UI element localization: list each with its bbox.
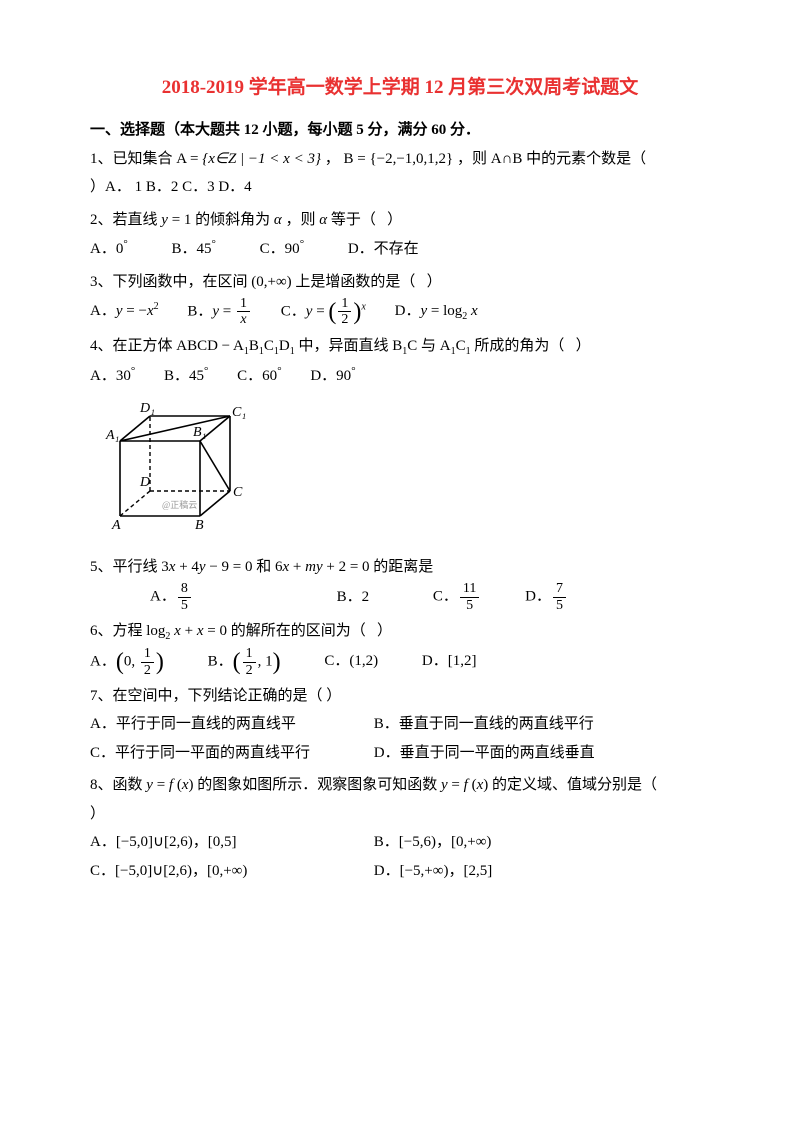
q6-opt-d: D．[1,2] <box>422 647 477 676</box>
q6-opt-c: C．(1,2) <box>324 647 378 676</box>
section-header: 一、选择题（本大题共 12 小题，每小题 5 分，满分 60 分． <box>90 116 710 145</box>
q2-opt-b: B．45° <box>172 234 216 264</box>
question-2: 2、若直线 y = 1 的倾斜角为 α ，则 α 等于（ ） A．0° B．45… <box>90 206 710 264</box>
q2-opt-d: D．不存在 <box>348 235 419 264</box>
question-5: 5、平行线 3x + 4y − 9 = 0 和 6x + my + 2 = 0 … <box>90 553 710 613</box>
q7-opt-d: D．垂直于同一平面的两直线垂直 <box>374 739 595 768</box>
q1-options: ）A． 1 B．2 C．3 D．4 <box>90 173 710 202</box>
q6-opt-a: A．(0, 12) <box>90 646 164 678</box>
q1-stem-c: ，则 A∩B 中的元素个数是（ <box>457 151 646 167</box>
q7-opt-a: A．平行于同一直线的两直线平 <box>90 710 350 739</box>
cube-label-c1: C₁ <box>232 405 246 420</box>
q8-opt-b: B．[−5,6)，[0,+∞) <box>374 828 492 857</box>
q7-opt-c: C．平行于同一平面的两直线平行 <box>90 739 350 768</box>
cube-label-a1: A₁ <box>105 428 119 443</box>
cube-label-c: C <box>233 485 243 500</box>
question-3: 3、下列函数中，在区间 (0,+∞) 上是增函数的是（ ） A．y = −x2 … <box>90 268 710 328</box>
cube-label-d: D <box>139 475 150 490</box>
question-4: 4、在正方体 ABCD − A1B1C1D1 中，异面直线 B1C 与 A1C1… <box>90 332 710 391</box>
cube-diagram: A B C D A₁ B₁ C₁ D₁ @正稿云 <box>100 396 710 547</box>
question-6: 6、方程 log2 x + x = 0 的解所在的区间为（ ） A．(0, 12… <box>90 617 710 678</box>
q3-opt-a: A．y = −x2 <box>90 297 159 326</box>
cube-label-b1: B₁ <box>193 425 206 440</box>
cube-watermark: @正稿云 <box>162 499 197 510</box>
cube-label-d1: D₁ <box>139 401 155 416</box>
q8-stem-b: ） <box>90 800 710 829</box>
q7-opt-b: B．垂直于同一直线的两直线平行 <box>374 710 594 739</box>
q4-opt-b: B．45° <box>164 361 208 391</box>
q3-opt-c: C．y = (12)x <box>281 296 366 328</box>
q1-stem-b: ， B = <box>325 151 370 167</box>
page-title: 2018-2019 学年高一数学上学期 12 月第三次双周考试题文 <box>90 70 710 106</box>
question-7: 7、在空间中，下列结论正确的是（ ） A．平行于同一直线的两直线平 B．垂直于同… <box>90 682 710 768</box>
question-1: 1、已知集合 A = {x∈Z | −1 < x < 3} ， B = {−2,… <box>90 145 710 202</box>
q7-stem: 7、在空间中，下列结论正确的是（ ） <box>90 682 710 711</box>
q4-opt-a: A．30° <box>90 361 135 391</box>
cube-label-a: A <box>111 518 121 533</box>
q3-opt-b: B．y = 1x <box>187 296 252 328</box>
q5-opt-c: C．115 <box>433 581 482 613</box>
cube-label-b: B <box>195 518 204 533</box>
q2-opt-a: A．0° <box>90 234 128 264</box>
q1-set-a: {x∈Z | −1 < x < 3} <box>202 151 321 167</box>
q1-set-b: {−2,−1,0,1,2} <box>369 151 453 167</box>
question-8: 8、函数 y = f (x) 的图象如图所示．观察图象可知函数 y = f (x… <box>90 771 710 885</box>
q8-opt-a: A．[−5,0]∪[2,6)，[0,5] <box>90 828 330 857</box>
q6-opt-b: B．(12, 1) <box>208 646 281 678</box>
q3-opt-d: D．y = log2 x <box>395 297 478 326</box>
q8-opt-d: D．[−5,+∞)，[2,5] <box>374 857 492 886</box>
q2-opt-c: C．90° <box>260 234 304 264</box>
q4-opt-d: D．90° <box>310 361 355 391</box>
q1-stem-a: 1、已知集合 A = <box>90 151 202 167</box>
q4-opt-c: C．60° <box>237 361 281 391</box>
q5-opt-b: B．2 <box>337 583 370 612</box>
q5-opt-d: D．75 <box>525 581 568 613</box>
q5-opt-a: A．85 <box>150 581 193 613</box>
q8-opt-c: C．[−5,0]∪[2,6)，[0,+∞) <box>90 857 330 886</box>
